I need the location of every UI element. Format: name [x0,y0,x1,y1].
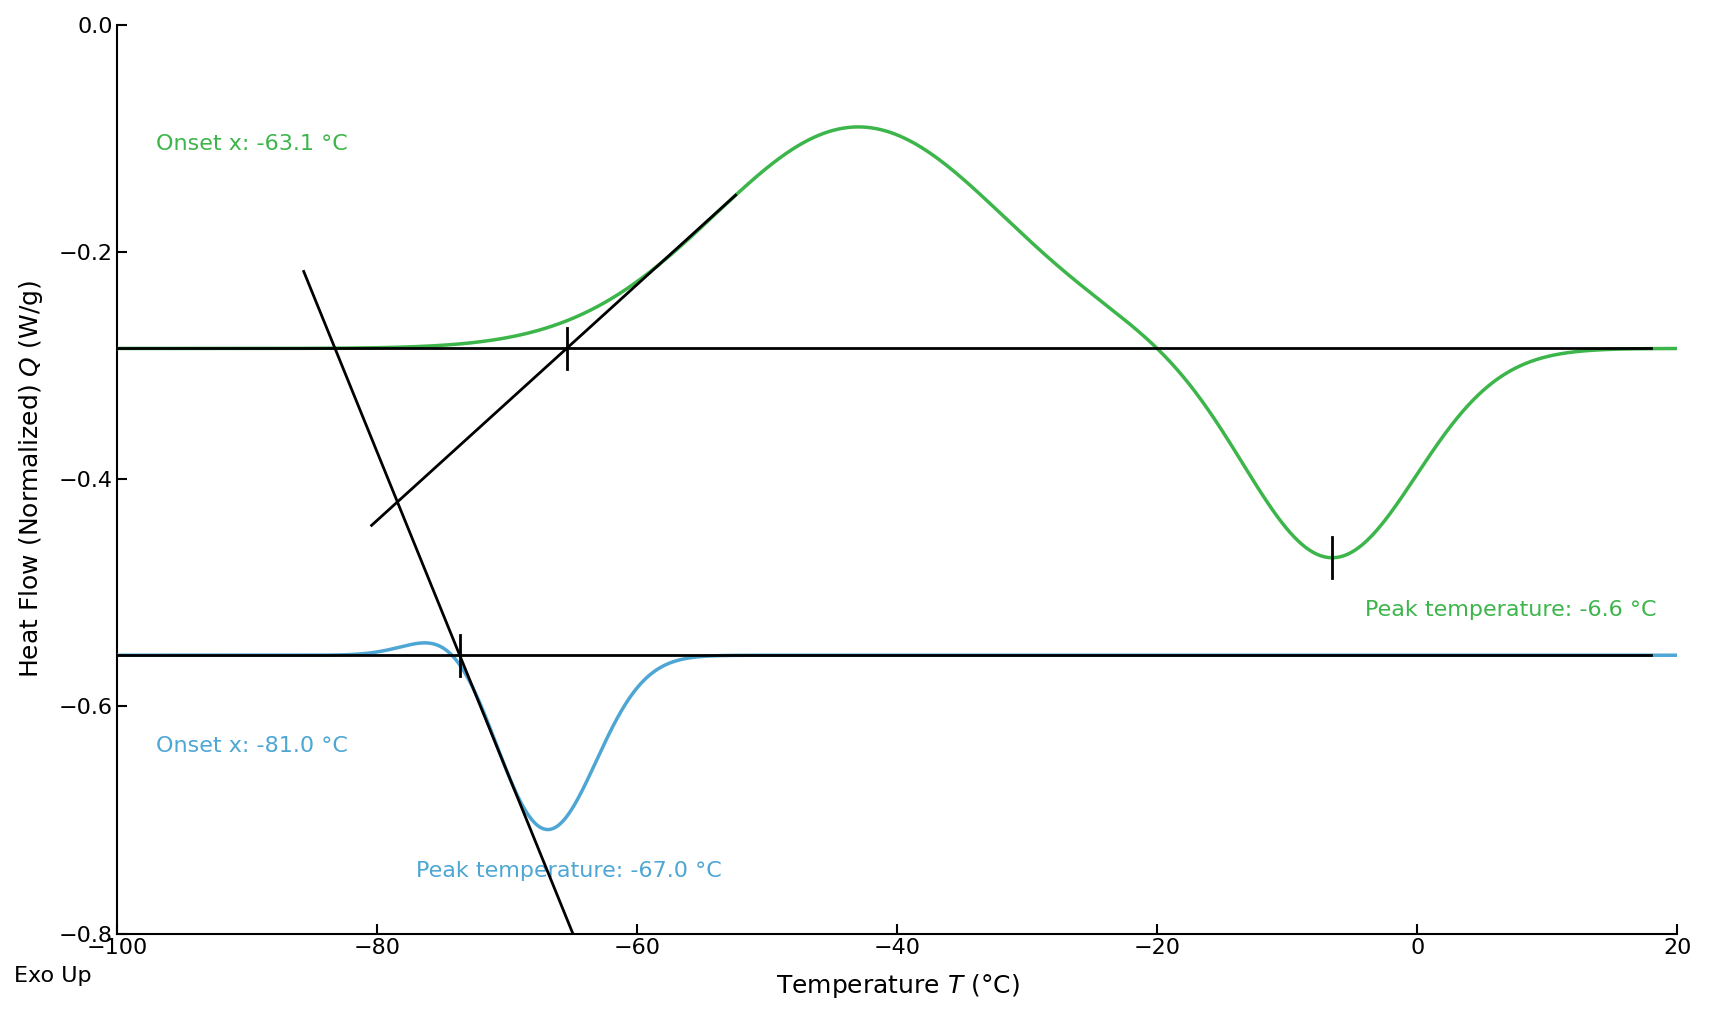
Y-axis label: Heat Flow (Normalized) $\it{Q}$ (W/g): Heat Flow (Normalized) $\it{Q}$ (W/g) [17,280,45,678]
Text: Exo Up: Exo Up [14,966,91,986]
Text: Onset x: -63.1 °C: Onset x: -63.1 °C [156,134,349,154]
Text: Onset x: -81.0 °C: Onset x: -81.0 °C [156,736,349,756]
Text: Peak temperature: -67.0 °C: Peak temperature: -67.0 °C [416,861,722,881]
X-axis label: Temperature $\it{T}$ (°C): Temperature $\it{T}$ (°C) [775,972,1019,1001]
Text: Peak temperature: -6.6 °C: Peak temperature: -6.6 °C [1365,600,1657,619]
